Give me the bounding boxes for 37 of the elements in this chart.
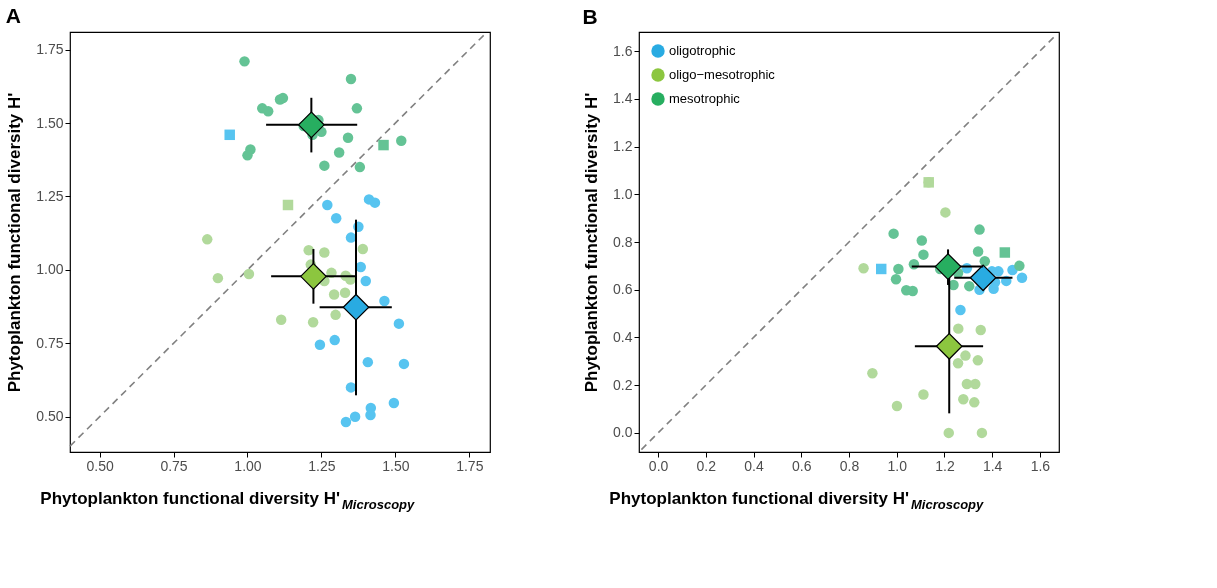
x-tick-label: 1.0	[887, 457, 908, 474]
x-tick-label: 1.75	[456, 457, 484, 474]
y-tick-label: 0.2	[613, 376, 633, 393]
x-tick-label: 1.2	[935, 457, 955, 474]
x-tick-label: 0.2	[696, 457, 717, 474]
y-tick-label: 0.4	[613, 328, 633, 345]
x-tick-label: 0.0	[648, 457, 669, 474]
y-axis-title: Phytoplankton functional diversity H'	[582, 92, 602, 393]
y-tick-label: 0.50	[36, 408, 64, 425]
x-tick-label: 1.4	[982, 457, 1003, 474]
x-tick-label: 0.75	[160, 457, 188, 474]
y-tick-label: 1.6	[613, 42, 633, 59]
y-tick-label: 0.0	[613, 424, 633, 441]
x-tick-label: 0.50	[86, 457, 114, 474]
legend-label: oligotrophic	[669, 43, 736, 58]
y-tick-label: 1.4	[613, 90, 633, 107]
y-axis-title: Phytoplankton functional diversity H'	[5, 92, 25, 393]
legend-label: mesotrophic	[669, 91, 741, 106]
y-tick-label: 0.8	[613, 233, 633, 250]
y-tick-label: 0.6	[613, 281, 633, 298]
chart-title: B	[582, 5, 598, 28]
x-tick-label: 1.25	[308, 457, 336, 474]
y-tick-label: 1.00	[36, 261, 64, 278]
x-tick-label: 1.6	[1030, 457, 1051, 474]
y-tick-label: 1.0	[613, 185, 633, 202]
x-tick-label: 1.00	[234, 457, 262, 474]
x-tick-label: 0.6	[792, 457, 812, 474]
y-tick-label: 1.25	[36, 187, 64, 204]
y-tick-label: 1.50	[36, 114, 64, 131]
y-tick-label: 1.75	[36, 41, 64, 58]
y-tick-label: 1.2	[613, 138, 633, 155]
legend-label: oligo−mesotrophic	[669, 67, 776, 82]
x-tick-label: 0.8	[839, 457, 860, 474]
chart-title: A	[5, 4, 21, 28]
x-tick-label: 1.50	[382, 457, 410, 474]
y-tick-label: 0.75	[36, 334, 64, 351]
x-tick-label: 0.4	[744, 457, 764, 474]
